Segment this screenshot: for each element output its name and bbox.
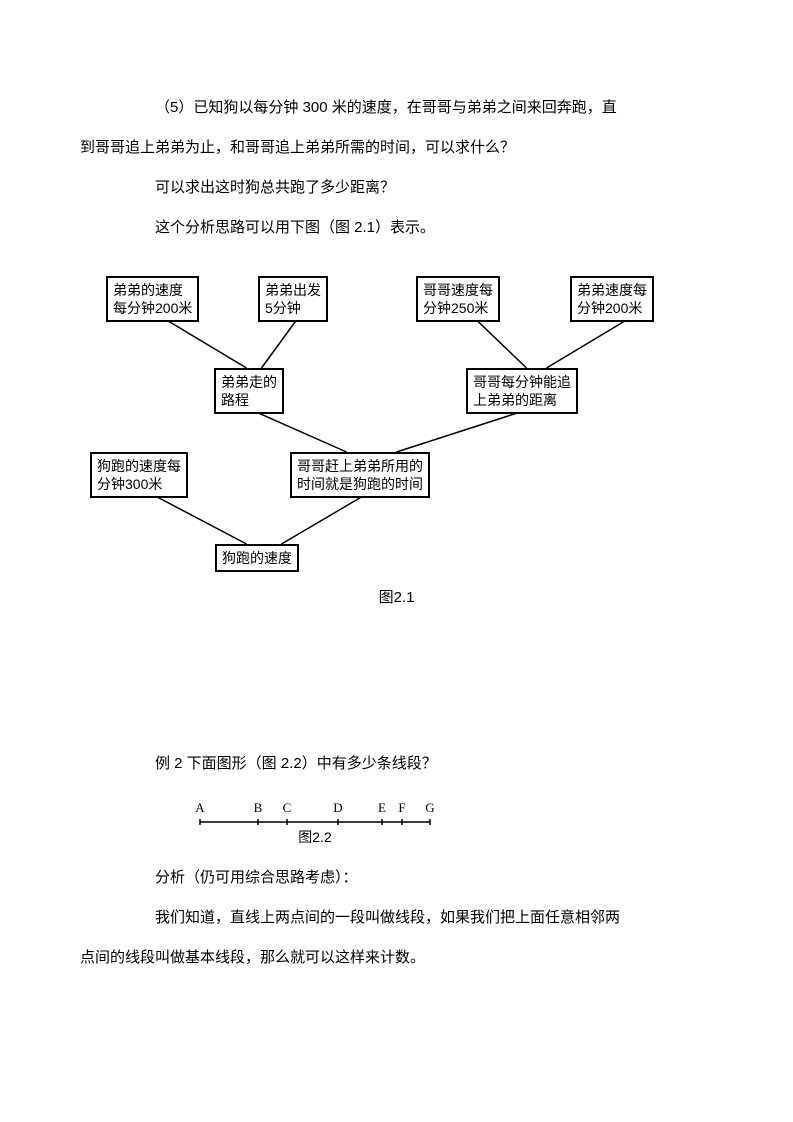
node-dog-speed-300: 狗跑的速度每分钟300米: [90, 452, 188, 498]
svg-text:图2.2: 图2.2: [298, 829, 332, 845]
node-elder-speed-250: 哥哥速度每分钟250米: [416, 276, 500, 322]
number-line-svg: A B C D EF G 图2.2: [190, 800, 450, 848]
svg-text:F: F: [398, 800, 405, 815]
paragraph-answer: 可以求出这时狗总共跑了多少距离？: [80, 170, 713, 206]
figure-2-2: A B C D EF G 图2.2: [190, 800, 450, 848]
analysis-heading: 分析（仍可用综合思路考虑）：: [80, 860, 713, 896]
svg-text:D: D: [333, 800, 342, 815]
node-catchup-per-min: 哥哥每分钟能追上弟弟的距离: [466, 368, 578, 414]
svg-text:G: G: [425, 800, 434, 815]
svg-text:C: C: [283, 800, 292, 815]
analysis-text-2: 点间的线段叫做基本线段，那么就可以这样来计数。: [80, 940, 713, 976]
paragraph-5: （5）已知狗以每分钟 300 米的速度，在哥哥与弟弟之间来回奔跑，直: [80, 90, 713, 126]
analysis-text-1: 我们知道，直线上两点间的一段叫做线段，如果我们把上面任意相邻两: [80, 900, 713, 936]
svg-text:E: E: [378, 800, 386, 815]
node-brother-speed-200: 弟弟的速度每分钟200米: [106, 276, 199, 322]
node-catchup-time-equals-dog-time: 哥哥赶上弟弟所用的时间就是狗跑的时间: [290, 452, 430, 498]
node-brother-start-5min: 弟弟出发5分钟: [258, 276, 328, 322]
node-dog-distance: 狗跑的速度: [215, 544, 299, 572]
example-2-title: 例 2 下面图形（图 2.2）中有多少条线段？: [80, 746, 713, 782]
paragraph-fig-intro: 这个分析思路可以用下图（图 2.1）表示。: [80, 210, 713, 246]
flowchart-fig-2-1: 弟弟的速度每分钟200米 弟弟出发5分钟 哥哥速度每分钟250米 弟弟速度每分钟…: [80, 276, 713, 656]
paragraph-5-cont: 到哥哥追上弟弟为止，和哥哥追上弟弟所需的时间，可以求什么？: [80, 130, 713, 166]
svg-text:A: A: [195, 800, 205, 815]
node-brother-speed-200-b: 弟弟速度每分钟200米: [570, 276, 654, 322]
node-brother-distance: 弟弟走的路程: [214, 368, 284, 414]
svg-text:B: B: [254, 800, 263, 815]
